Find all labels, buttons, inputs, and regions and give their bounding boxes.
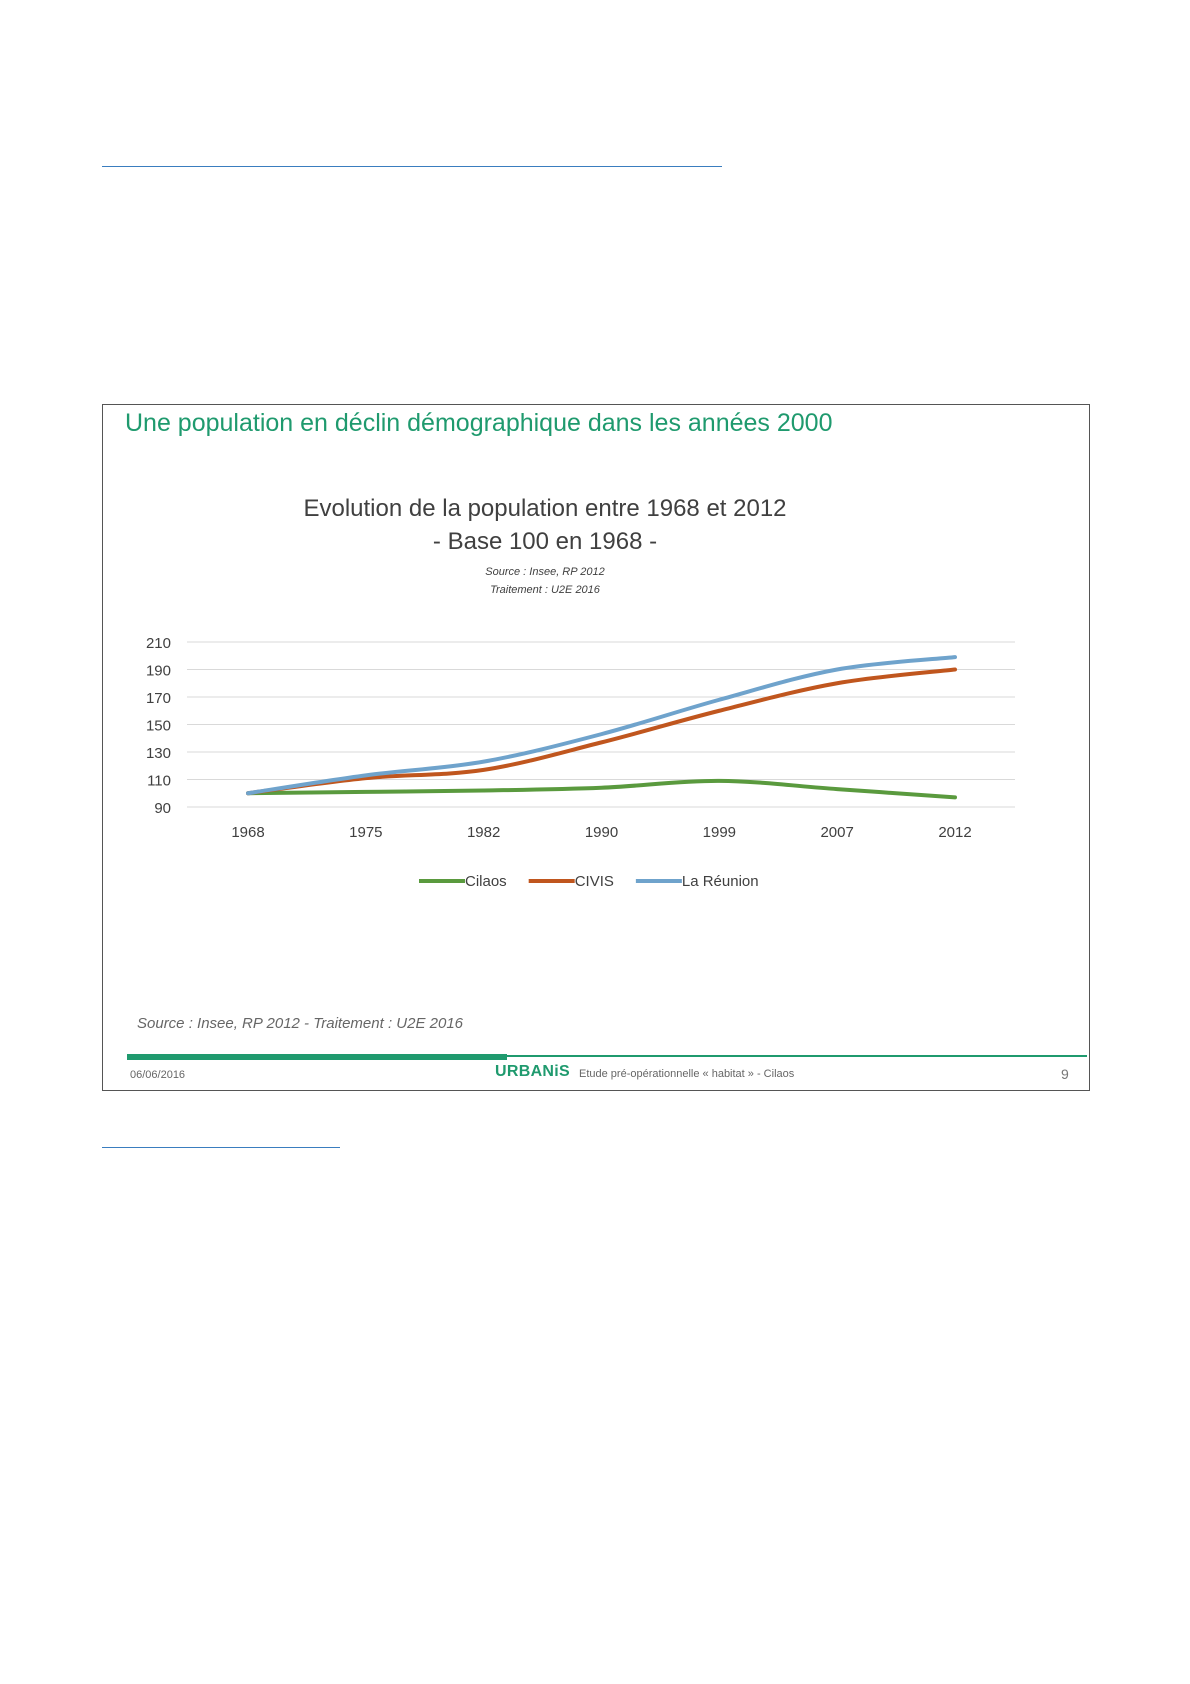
- urbanis-logo: URBANiS: [495, 1063, 570, 1080]
- page-number: 9: [1061, 1066, 1069, 1082]
- y-tick-label: 110: [147, 773, 171, 790]
- x-tick-label: 1975: [349, 824, 382, 841]
- legend-label-civis: CIVIS: [575, 873, 614, 890]
- legend-label-la-r-union: La Réunion: [682, 873, 759, 890]
- y-tick-label: 90: [154, 800, 171, 817]
- x-tick-label: 2012: [938, 824, 971, 841]
- y-tick-label: 210: [146, 635, 171, 652]
- slide-source-note: Source : Insee, RP 2012 - Traitement : U…: [137, 1015, 464, 1032]
- footer-subtitle: Etude pré-opérationnelle « habitat » - C…: [579, 1068, 795, 1080]
- y-tick-label: 150: [146, 718, 171, 735]
- chart-treatment: Traitement : U2E 2016: [490, 584, 601, 596]
- footer-date: 06/06/2016: [130, 1069, 186, 1081]
- x-tick-label: 1999: [703, 824, 736, 841]
- chart-title: Evolution de la population entre 1968 et…: [303, 495, 786, 522]
- y-tick-label: 170: [146, 690, 171, 707]
- line-chart: Evolution de la population entre 1968 et…: [146, 495, 1015, 890]
- x-tick-label: 1982: [467, 824, 500, 841]
- chart-subtitle: - Base 100 en 1968 -: [433, 528, 657, 555]
- chart-source: Source : Insee, RP 2012: [485, 566, 604, 578]
- slide-image: Une population en déclin démographique d…: [102, 404, 1090, 1091]
- bottom-rule: [102, 1147, 340, 1148]
- series-line-civis: [246, 667, 957, 796]
- footer-accent-bar: [127, 1054, 507, 1060]
- footer-rule: [127, 1055, 1087, 1057]
- legend-label-cilaos: Cilaos: [465, 873, 507, 890]
- x-tick-label: 1968: [231, 824, 264, 841]
- x-tick-label: 2007: [820, 824, 853, 841]
- series-line-la-r-union: [246, 655, 957, 796]
- slide-title: Une population en déclin démographique d…: [125, 409, 833, 437]
- top-rule: [102, 166, 722, 167]
- x-tick-label: 1990: [585, 824, 618, 841]
- y-tick-label: 130: [146, 745, 171, 762]
- y-tick-label: 190: [146, 663, 171, 680]
- series-line-cilaos: [246, 778, 957, 800]
